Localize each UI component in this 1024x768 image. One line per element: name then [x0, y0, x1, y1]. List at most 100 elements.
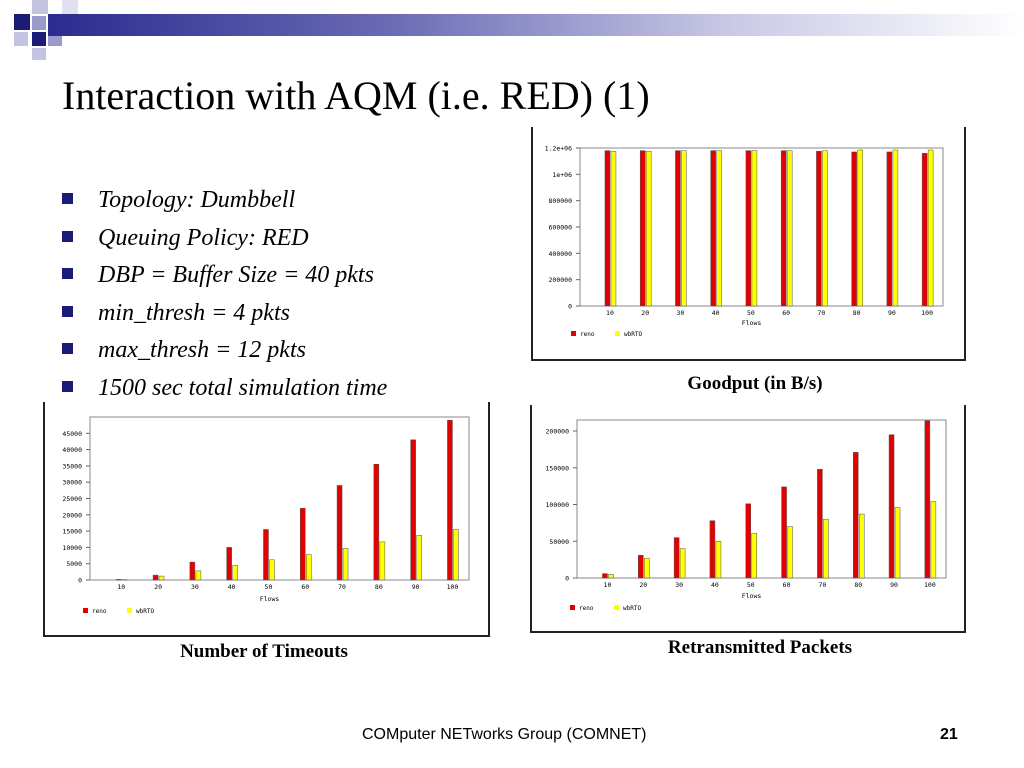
bullet-text: 1500 sec total simulation time [98, 374, 388, 401]
goodput-xtick-label: 60 [782, 309, 790, 317]
goodput-legend-swatch-reno [571, 331, 576, 336]
timeouts-bar-wbRTO [453, 529, 459, 581]
timeouts-caption: Number of Timeouts [180, 641, 348, 662]
retransmitted-ytick-label: 100000 [546, 501, 570, 509]
retransmitted-bar-reno [924, 420, 931, 579]
goodput-xtick-label: 70 [817, 309, 825, 317]
goodput-bar-reno [604, 150, 611, 307]
bullet-item: DBP = Buffer Size = 40 pkts [62, 257, 387, 295]
bullet-square-icon [62, 343, 73, 354]
goodput-bar-wbRTO [786, 150, 793, 307]
goodput-bar-wbRTO [681, 150, 687, 307]
bullet-text: Queuing Policy: RED [98, 224, 309, 251]
timeouts-ytick-label: 45000 [62, 430, 82, 438]
goodput-bar-reno [816, 151, 822, 307]
retransmitted-bar-wbRTO [644, 557, 650, 579]
footer-text: COMputer NETworks Group (COMNET) [362, 726, 647, 743]
goodput-legend-swatch-wbRTO [615, 331, 620, 336]
timeouts-bar-reno [152, 574, 159, 581]
goodput-bar-wbRTO [822, 150, 828, 307]
timeouts-chart-svg: 0 5000 10000 15000 20000 25000 30000 35000 40000… [62, 416, 470, 615]
timeouts-bar-wbRTO [122, 579, 128, 581]
bullet-item: 1500 sec total simulation time [62, 370, 387, 408]
goodput-ytick-label: 800000 [549, 197, 573, 205]
retransmitted-bar-reno [673, 537, 680, 579]
corner-decoration [0, 0, 80, 60]
timeouts-bar-wbRTO [416, 535, 422, 581]
retransmitted-ytick-label: 150000 [546, 464, 570, 472]
goodput-bar-wbRTO [892, 149, 899, 307]
bullet-square-icon [62, 305, 73, 317]
bullet-square-icon [62, 230, 73, 242]
retransmitted-xtick-label: 50 [747, 581, 755, 589]
timeouts-bar-wbRTO [306, 554, 312, 581]
goodput-legend-label-reno: reno [580, 331, 595, 338]
bullet-text: Topology: Dumbbell [98, 187, 296, 213]
timeouts-bar-reno [300, 508, 306, 581]
goodput-bar-reno [780, 150, 787, 307]
goodput-bar-reno [745, 150, 752, 307]
goodput-bar-reno [886, 151, 893, 307]
timeouts-xtick-label: 10 [117, 583, 125, 591]
timeouts-legend-swatch-wbRTO [127, 608, 132, 613]
timeouts-xtick-label: 70 [338, 583, 346, 591]
timeouts-ytick-label: 5000 [66, 560, 82, 568]
timeouts-bar-reno [373, 464, 380, 581]
retransmitted-bar-reno [602, 573, 608, 579]
timeouts-bar-reno [263, 529, 269, 581]
retransmitted-bar-reno [638, 554, 644, 579]
goodput-ytick-label: 400000 [549, 250, 573, 258]
retransmitted-bar-reno [709, 520, 716, 579]
retransmitted-xtick-label: 70 [818, 581, 826, 589]
page-number: 21 [940, 726, 958, 743]
retransmitted-bar-wbRTO [930, 501, 937, 579]
goodput-xtick-label: 80 [853, 309, 861, 317]
retransmitted-chart: 0 50000 100000 150000 200000 10 20 30 40 50 60 70 80… [530, 405, 966, 633]
timeouts-legend-swatch-reno [83, 608, 88, 613]
goodput-xtick-label: 30 [677, 309, 685, 317]
timeouts-ytick-label: 30000 [62, 479, 82, 487]
retransmitted-bar-wbRTO [858, 513, 865, 579]
bullet-square-icon [62, 268, 73, 279]
goodput-ytick-label: 1e+06 [552, 171, 572, 179]
goodput-chart: 0 200000 400000 600000 800000 1e+06 1.2e+06 10 2… [531, 127, 966, 361]
timeouts-legend-label-reno: reno [92, 608, 107, 615]
goodput-xtick-label: 10 [606, 309, 614, 317]
timeouts-legend-label-wbRTO: wbRTO [136, 608, 154, 615]
timeouts-ytick-label: 20000 [62, 511, 82, 519]
retransmitted-bar-wbRTO [608, 574, 614, 579]
bullet-item: Topology: Dumbbell [62, 182, 387, 220]
timeouts-ytick-label: 10000 [62, 544, 82, 552]
retransmitted-bar-reno [781, 486, 787, 579]
goodput-xtick-label: 90 [888, 309, 896, 317]
goodput-bar-reno [639, 150, 646, 307]
goodput-ytick-label: 600000 [549, 224, 573, 232]
goodput-bar-wbRTO [857, 149, 863, 307]
timeouts-xtick-label: 20 [154, 583, 162, 591]
retransmitted-ytick-label: 50000 [549, 538, 569, 546]
timeouts-xlabel: Flows [260, 595, 280, 603]
timeouts-bar-reno [447, 420, 453, 581]
retransmitted-ytick-label: 200000 [546, 428, 570, 436]
bullet-text: min_thresh = 4 pkts [98, 299, 290, 326]
bullet-list: Topology: Dumbbell Queuing Policy: RED D… [62, 182, 387, 407]
retransmitted-xtick-label: 100 [924, 581, 936, 589]
retransmitted-plot-area [576, 419, 947, 579]
bullet-item: Queuing Policy: RED [62, 220, 387, 258]
timeouts-bar-wbRTO [269, 559, 275, 581]
timeouts-ytick-label: 25000 [62, 495, 82, 503]
timeouts-xtick-label: 80 [375, 583, 383, 591]
retransmitted-xtick-label: 60 [783, 581, 791, 589]
timeouts-chart: 0 5000 10000 15000 20000 25000 30000 35000 40000… [43, 402, 490, 637]
goodput-xtick-label: 50 [747, 309, 755, 317]
timeouts-xtick-label: 100 [447, 583, 459, 591]
retransmitted-xtick-label: 10 [604, 581, 612, 589]
bullet-text: DBP = Buffer Size = 40 pkts [98, 262, 374, 288]
timeouts-ytick-label: 15000 [62, 528, 82, 536]
bullet-text: max_thresh = 12 pkts [98, 337, 306, 363]
timeouts-xtick-label: 40 [228, 583, 236, 591]
goodput-legend-label-wbRTO: wbRTO [624, 331, 642, 338]
goodput-xtick-label: 20 [641, 309, 649, 317]
goodput-bar-reno [851, 151, 857, 307]
bullet-item: max_thresh = 12 pkts [62, 332, 387, 370]
